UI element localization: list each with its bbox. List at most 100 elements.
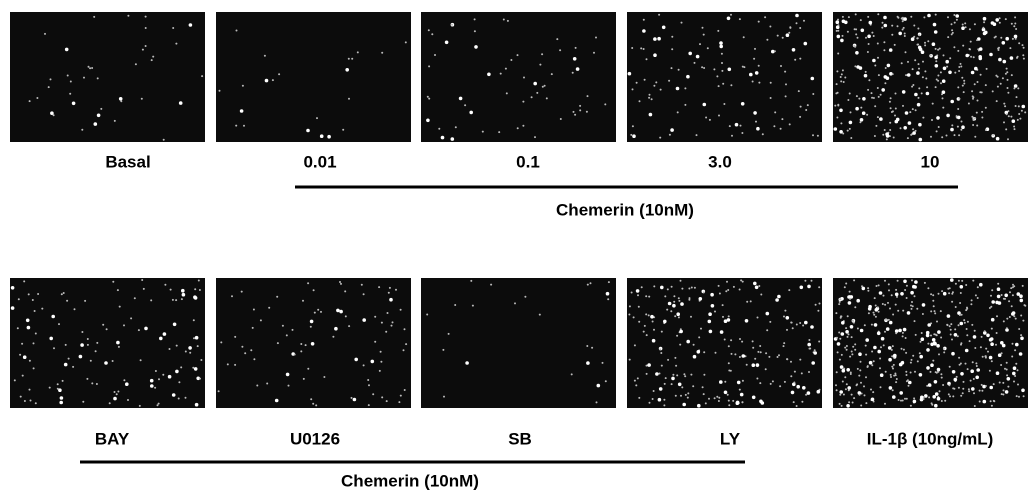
cell-spot <box>392 321 394 323</box>
cell-spot <box>840 122 842 124</box>
cell-spot <box>934 312 936 314</box>
cell-spot <box>923 398 925 400</box>
cell-spot <box>970 380 972 382</box>
cell-spot <box>875 305 877 307</box>
cell-spot <box>201 75 203 77</box>
cell-spot <box>628 72 632 76</box>
cell-spot <box>905 74 907 76</box>
cell-spot <box>987 351 989 353</box>
cell-spot <box>686 75 690 79</box>
cell-spot <box>631 292 633 294</box>
cell-spot <box>791 322 793 324</box>
cell-spot <box>994 37 996 39</box>
cell-spot <box>969 340 971 342</box>
cell-spot <box>661 365 663 367</box>
cell-spot <box>990 400 992 402</box>
cell-spot <box>721 62 723 64</box>
cell-spot <box>989 370 991 372</box>
cell-spot <box>752 363 756 367</box>
cell-spot <box>1012 294 1014 296</box>
cell-spot <box>651 98 653 100</box>
cell-spot <box>348 58 350 60</box>
cell-spot <box>846 349 848 351</box>
cell-spot <box>1016 96 1018 98</box>
cell-spot <box>796 405 798 407</box>
cell-spot <box>868 312 870 314</box>
cell-spot <box>175 370 179 374</box>
cell-spot <box>1002 344 1006 348</box>
cell-spot <box>1004 294 1008 298</box>
cell-spot <box>836 30 838 32</box>
cell-spot <box>805 109 807 111</box>
cell-spot <box>799 58 801 60</box>
cell-spot <box>685 394 687 396</box>
cell-spot <box>676 312 680 316</box>
cell-spot <box>957 86 959 88</box>
cell-spot <box>766 329 768 331</box>
cell-spot <box>777 295 781 299</box>
cell-spot <box>541 53 543 55</box>
cell-spot <box>878 311 880 313</box>
cell-spot <box>389 287 391 289</box>
cell-spot <box>840 76 842 78</box>
cell-spot <box>345 68 349 72</box>
cell-spot <box>1013 126 1015 128</box>
cell-spot <box>120 100 122 102</box>
cell-spot <box>849 356 851 358</box>
cell-spot <box>926 92 930 96</box>
cell-spot <box>58 323 60 325</box>
cell-spot <box>714 397 716 399</box>
cell-spot <box>268 307 270 309</box>
cell-spot <box>902 20 904 22</box>
cell-spot <box>873 35 875 37</box>
cell-spot <box>81 129 83 131</box>
cell-spot <box>924 44 926 46</box>
cell-spot <box>505 68 507 70</box>
panel-label: 3.0 <box>708 152 732 171</box>
cell-spot <box>703 393 705 395</box>
cell-spot <box>34 310 36 312</box>
cell-spot <box>33 342 35 344</box>
cell-spot <box>426 314 428 316</box>
cell-spot <box>910 405 912 407</box>
cell-spot <box>1022 320 1024 322</box>
cell-spot <box>799 27 801 29</box>
cell-spot <box>889 129 891 131</box>
cell-spot <box>79 355 83 359</box>
cell-spot <box>674 357 676 359</box>
cell-spot <box>404 389 406 391</box>
cell-spot <box>910 134 912 136</box>
cell-spot <box>950 100 954 104</box>
cell-spot <box>901 17 903 19</box>
cell-spot <box>643 331 645 333</box>
cell-spot <box>1022 285 1024 287</box>
cell-spot <box>941 136 943 138</box>
cell-spot <box>775 298 779 302</box>
cell-spot <box>774 111 776 113</box>
cell-spot <box>141 279 143 281</box>
cell-spot <box>892 73 894 75</box>
cell-spot <box>680 280 682 282</box>
cell-spot <box>857 368 859 370</box>
cell-spot <box>846 368 850 372</box>
cell-spot <box>792 327 794 329</box>
cell-spot <box>814 349 816 351</box>
cell-spot <box>572 72 574 74</box>
cell-spot <box>844 286 846 288</box>
cell-spot <box>879 291 883 295</box>
cell-spot <box>876 285 878 287</box>
cell-spot <box>379 370 381 372</box>
cell-spot <box>935 86 937 88</box>
cell-spot <box>884 129 886 131</box>
cell-spot <box>686 340 690 344</box>
cell-spot <box>703 291 705 293</box>
cell-spot <box>858 375 860 377</box>
cell-spot <box>646 58 648 60</box>
cell-spot <box>91 67 93 69</box>
cell-spot <box>958 357 960 359</box>
cell-spot <box>1003 60 1007 64</box>
cell-spot <box>866 114 868 116</box>
cell-spot <box>963 381 965 383</box>
cell-spot <box>604 103 606 105</box>
cell-spot <box>87 344 89 346</box>
